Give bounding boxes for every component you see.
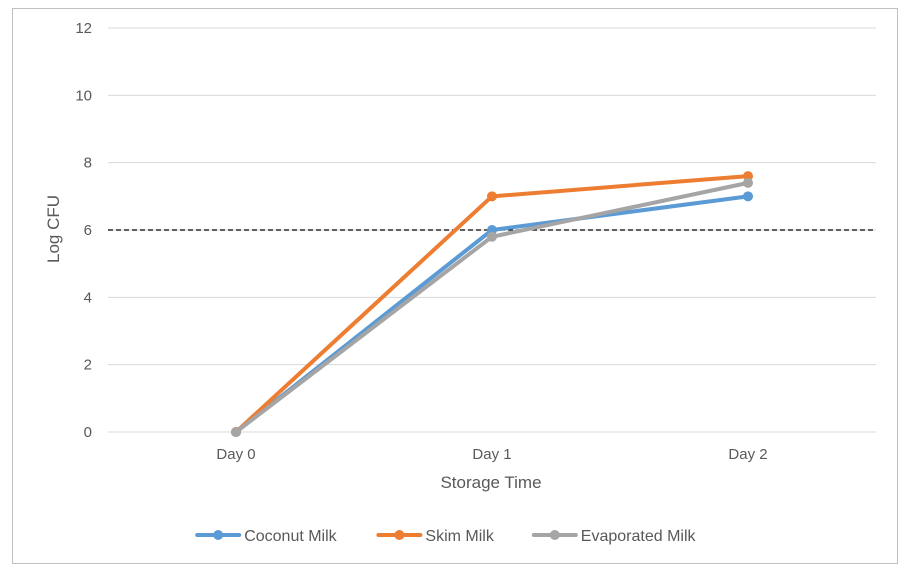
legend-item: Coconut Milk — [195, 528, 338, 545]
series-layer — [231, 171, 753, 437]
series-2 — [231, 177, 753, 437]
legend-item: Skim Milk — [376, 528, 495, 545]
x-tick-label: Day 1 — [472, 446, 511, 463]
legend-label: Evaporated Milk — [581, 528, 697, 545]
series-0 — [231, 191, 753, 437]
legend-swatch-marker — [394, 530, 405, 540]
data-point — [487, 191, 497, 202]
x-axis-tick-labels: Day 0 Day 1 Day 2 — [216, 446, 767, 463]
chart-frame — [12, 8, 898, 564]
y-tick-label: 0 — [84, 424, 92, 441]
data-point — [743, 191, 753, 202]
y-tick-label: 8 — [84, 155, 92, 172]
y-tick-label: 4 — [84, 289, 92, 306]
legend-label: Coconut Milk — [244, 528, 337, 545]
data-point — [231, 427, 241, 437]
data-point — [743, 177, 753, 188]
y-tick-label: 10 — [75, 87, 92, 104]
x-tick-label: Day 0 — [216, 446, 255, 463]
series-line — [234, 180, 750, 434]
legend-item: Evaporated Milk — [531, 528, 697, 545]
legend-swatch-marker — [213, 530, 224, 540]
y-axis-title: Log CFU — [44, 195, 63, 263]
y-tick-label: 2 — [84, 357, 92, 374]
x-axis-title: Storage Time — [440, 473, 541, 492]
x-tick-label: Day 2 — [728, 446, 767, 463]
legend-swatch-marker — [549, 530, 560, 540]
y-axis-tick-labels: 0 2 4 6 8 10 12 — [75, 20, 92, 441]
series-line — [234, 174, 750, 434]
y-tick-label: 6 — [84, 222, 92, 239]
data-point — [487, 231, 497, 242]
y-tick-label: 12 — [75, 20, 92, 37]
legend-label: Skim Milk — [425, 528, 494, 545]
legend: Coconut Milk Skim Milk Evaporated Milk — [195, 528, 697, 545]
series-1 — [231, 171, 753, 437]
